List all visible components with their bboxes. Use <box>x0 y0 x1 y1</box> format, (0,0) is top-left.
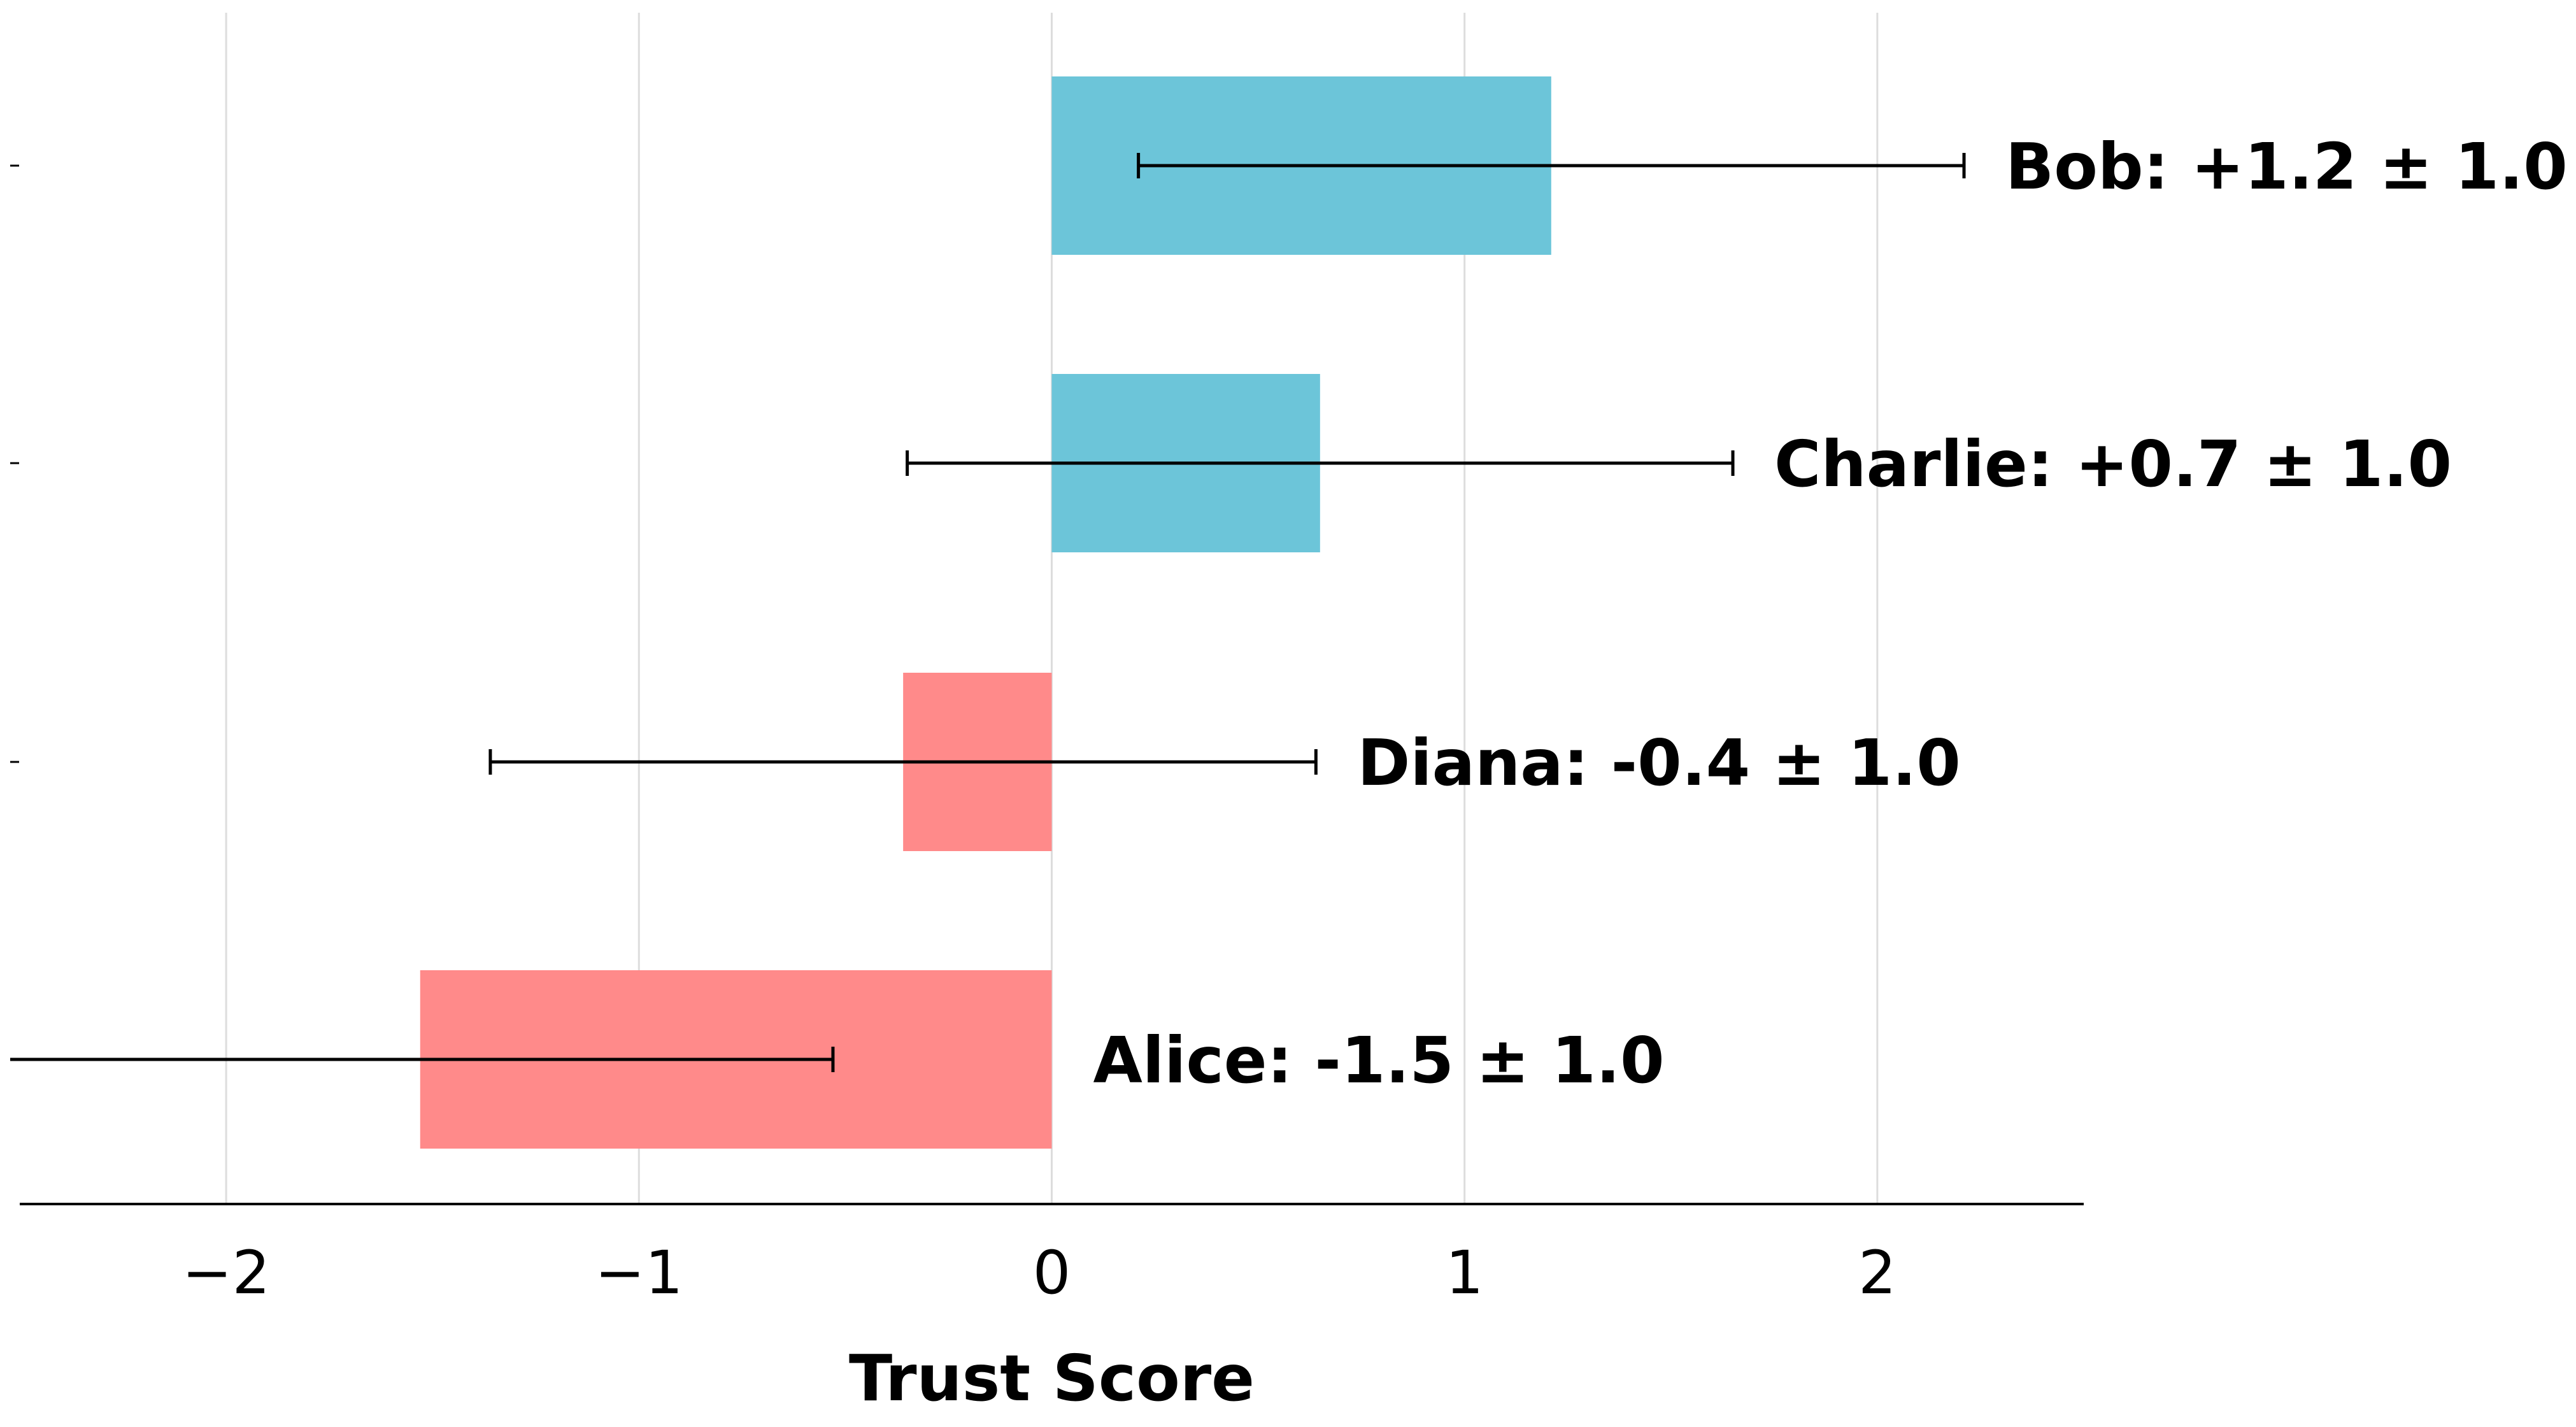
bar-label-bob: Bob: +1.2 ± 1.0 <box>2005 129 2568 204</box>
x-tick-label: −1 <box>595 1238 683 1308</box>
x-tick-label: −2 <box>182 1238 271 1308</box>
x-axis: −2 −1 0 1 2 <box>20 1203 2084 1308</box>
x-axis-title: Trust Score <box>849 1341 1255 1416</box>
y-axis-ticks <box>10 164 19 1061</box>
bar-label-diana: Diana: -0.4 ± 1.0 <box>1357 726 1960 800</box>
bars <box>420 76 1551 1149</box>
x-tick-label: 0 <box>1033 1238 1071 1308</box>
bar-label-alice: Alice: -1.5 ± 1.0 <box>1093 1023 1665 1098</box>
bar-labels: Alice: -1.5 ± 1.0 Diana: -0.4 ± 1.0 Charli… <box>1093 129 2568 1098</box>
x-tick-label: 1 <box>1446 1238 1484 1308</box>
bar-label-charlie: Charlie: +0.7 ± 1.0 <box>1774 427 2452 501</box>
error-bars <box>10 153 1966 1072</box>
x-tick-label: 2 <box>1858 1238 1896 1308</box>
